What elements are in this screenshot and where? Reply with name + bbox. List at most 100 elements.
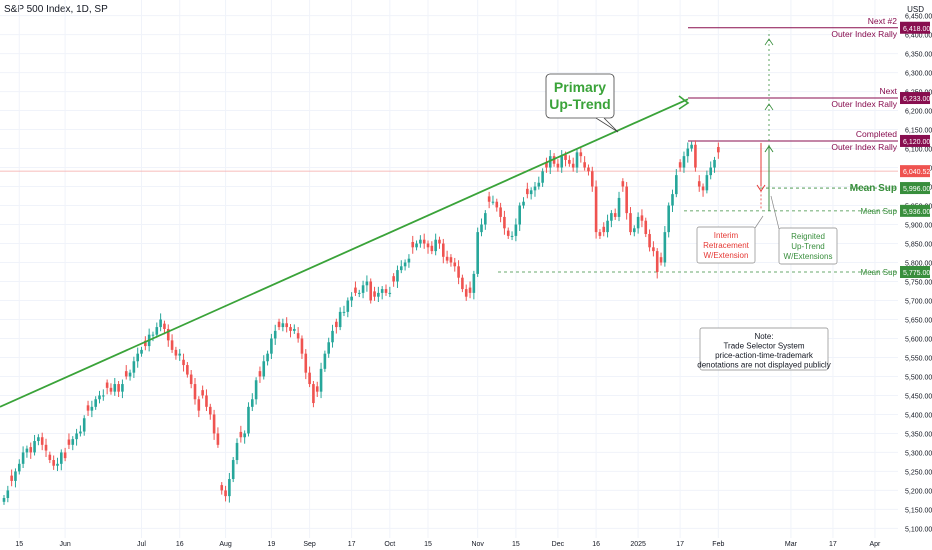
candle (640, 209, 644, 228)
candle (319, 362, 323, 399)
note-text: Trade Selector System (723, 342, 804, 351)
x-tick-label: Aug (219, 541, 232, 548)
y-tick-label: 6,400.00 (905, 33, 932, 40)
candle (388, 286, 392, 298)
grid (0, 0, 898, 538)
candle (705, 170, 709, 194)
y-tick-label: 6,450.00 (905, 14, 932, 21)
candle (434, 233, 437, 256)
candle-body (430, 245, 434, 252)
candle-body (63, 452, 67, 459)
candle (220, 482, 224, 495)
candle-body (14, 471, 17, 481)
candle-body (537, 182, 541, 187)
candle (75, 428, 78, 446)
chart-title: S&P 500 Index, 1D, SP (4, 4, 108, 15)
candle-body (506, 230, 510, 236)
candle-body (319, 368, 323, 392)
y-tick-label: 5,500.00 (905, 374, 932, 381)
level-price-tag (900, 21, 930, 34)
candle (79, 425, 82, 437)
candle-body (67, 439, 71, 445)
x-tick-label: Feb (712, 541, 724, 548)
candle (323, 350, 327, 372)
candle (690, 141, 693, 152)
candle (694, 140, 697, 172)
candle (10, 469, 13, 487)
candle (128, 369, 132, 381)
candle-body (75, 433, 78, 440)
candle (457, 260, 460, 285)
candle-body (163, 323, 166, 329)
y-tick-label: 5,750.00 (905, 279, 932, 286)
candle (396, 265, 399, 288)
candle (579, 147, 583, 163)
candle-body (571, 163, 575, 168)
candle (25, 445, 29, 458)
candle-body (579, 152, 583, 157)
candle-body (568, 159, 571, 164)
candle (594, 180, 598, 239)
candle (48, 451, 52, 464)
candle-body (365, 281, 369, 286)
y-tick-label: 5,300.00 (905, 450, 932, 457)
candle (151, 331, 155, 342)
candle (102, 389, 105, 401)
candle-body (354, 287, 357, 293)
candle-body (652, 247, 655, 252)
candle (671, 189, 674, 212)
candle-body (2, 498, 6, 502)
candle (335, 318, 338, 334)
y-tick-label: 5,200.00 (905, 488, 932, 495)
note-text: denotations are not displayed publicly (697, 361, 830, 370)
candle-body (132, 361, 136, 373)
candle-body (697, 181, 701, 187)
candle-body (442, 243, 445, 257)
candle-body (472, 273, 476, 293)
candle-body (262, 361, 266, 377)
candle (518, 202, 521, 231)
candle (495, 198, 499, 212)
candle (384, 284, 388, 296)
candle-body (270, 338, 273, 354)
candle-body (499, 207, 502, 217)
candle-body (396, 270, 399, 282)
candle-body (445, 256, 449, 261)
y-tick-label: 5,150.00 (905, 507, 932, 514)
interim-text: W/Extension (704, 251, 749, 260)
candle (526, 182, 529, 199)
candle-body (21, 452, 25, 464)
candle-body (235, 442, 239, 461)
y-tick-label: 5,600.00 (905, 336, 932, 343)
level-6418: 6,418.00 Next #2 Outer Index Rally (688, 16, 930, 39)
level-price-tag (900, 204, 930, 217)
candle-body (640, 215, 644, 221)
x-tick-label: Apr (870, 541, 882, 548)
last-price-tag-text: 6,040.52 (903, 169, 930, 176)
candle (610, 210, 613, 228)
candle-body (629, 213, 632, 233)
candle (357, 289, 361, 298)
candle (86, 400, 90, 416)
candle (247, 402, 250, 437)
candle (606, 214, 609, 238)
candle-body (659, 257, 663, 263)
candle (6, 485, 10, 503)
candle-body (522, 201, 525, 206)
candle-body (29, 447, 33, 453)
candle-body (449, 257, 453, 263)
x-tick-label: 17 (348, 541, 356, 548)
candle (90, 400, 94, 418)
candle-body (399, 266, 403, 271)
candle (514, 218, 518, 242)
candle (484, 210, 487, 230)
candle (289, 324, 292, 338)
candle-body (174, 349, 178, 356)
level-price-text: 6,120.00 (903, 139, 930, 146)
y-tick-label: 5,550.00 (905, 355, 932, 362)
candle (254, 377, 258, 405)
candle-body (438, 239, 441, 244)
